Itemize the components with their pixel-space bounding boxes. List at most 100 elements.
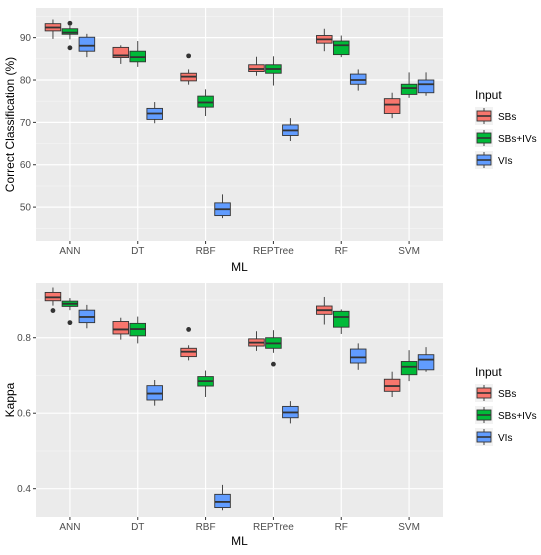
outlier-point [186, 327, 192, 332]
legend-label-sbs: SBs [498, 112, 516, 123]
legend-key-sbs-ivs [475, 406, 493, 424]
box-ann-vis [78, 33, 96, 58]
box-ann-sbs-ivs [61, 20, 79, 51]
y-tick-label: 90 [20, 33, 32, 44]
plot-background [36, 283, 443, 517]
outlier-point [67, 320, 73, 326]
legend-key-sbs [475, 107, 493, 125]
box-body [112, 46, 130, 59]
box-reptree-sbs [248, 56, 265, 76]
box-dt-sbs-ivs [129, 41, 147, 67]
box-reptree-sbs [248, 331, 265, 351]
box-rf-sbs-ivs [332, 35, 350, 58]
box-body [214, 493, 231, 509]
legend-key-vis [475, 428, 493, 446]
chart-panel-correct-classification: 50 60 70 80 90 ANN DT RBF REPTree RF SVM Correct Cl… [3, 8, 537, 274]
x-axis-title: ML [231, 534, 248, 548]
box-dt-vis [146, 379, 163, 406]
box-dt-sbs [112, 45, 130, 64]
legend-label-vis: VIs [498, 156, 512, 167]
box-svm-sbs [383, 92, 401, 119]
legend-label-vis: VIs [498, 433, 512, 444]
box-body [383, 98, 401, 114]
box-rf-vis [349, 69, 367, 91]
y-tick-label: 60 [20, 160, 32, 171]
box-rf-sbs-ivs [332, 309, 350, 334]
legend-title: Input [475, 365, 502, 379]
legend-title: Input [475, 88, 502, 102]
legend-key-vis [475, 151, 493, 169]
box-body [400, 83, 418, 95]
x-tick-label-rbf: RBF [196, 522, 216, 533]
legend-label-sbs-ivs: SBs+IVs [498, 134, 537, 145]
box-rbf-sbs-ivs [197, 370, 214, 397]
box-reptree-sbs-ivs [265, 56, 282, 86]
plot-background [36, 8, 443, 241]
box-reptree-sbs-ivs [265, 330, 282, 367]
outlier-point [67, 45, 73, 51]
y-axis-title: Correct Classification (%) [3, 57, 17, 192]
x-tick-label-dt: DT [131, 246, 144, 257]
outlier-point [67, 20, 73, 26]
legend-label-sbs: SBs [498, 389, 516, 400]
box-body [417, 79, 435, 94]
y-tick-label: 0.6 [17, 409, 31, 420]
y-axis-title: Kappa [3, 382, 17, 417]
y-tick-label: 80 [20, 76, 32, 87]
box-body [349, 348, 367, 364]
box-rbf-sbs [180, 53, 197, 85]
y-tick-label: 70 [20, 118, 32, 129]
outlier-point [186, 53, 192, 59]
box-rf-sbs [316, 296, 333, 325]
x-tick-label-rf: RF [335, 522, 348, 533]
box-dt-vis [146, 102, 163, 124]
box-svm-sbs-ivs [400, 72, 418, 98]
box-body [332, 310, 350, 328]
box-rf-sbs [316, 28, 333, 52]
box-ann-vis [78, 304, 96, 329]
box-ann-sbs [44, 19, 62, 39]
legend-key-sbs [475, 384, 493, 402]
y-tick-label: 0.8 [17, 333, 31, 344]
box-dt-sbs [112, 317, 130, 340]
box-rf-vis [349, 343, 367, 370]
box-body [400, 361, 418, 376]
box-dt-sbs-ivs [129, 316, 147, 344]
box-body [112, 321, 130, 335]
box-rbf-vis [214, 484, 231, 511]
x-tick-label-ann: ANN [59, 522, 80, 533]
y-tick-label: 50 [20, 203, 32, 214]
box-svm-vis [417, 72, 435, 96]
box-svm-sbs [383, 371, 401, 397]
box-reptree-vis [282, 118, 299, 142]
legend: Input SBs SBs+IVs VIs [475, 365, 537, 446]
x-tick-label-reptree: REPTree [253, 522, 294, 533]
box-body [61, 28, 79, 35]
box-body [78, 36, 96, 52]
x-axis-title: ML [231, 260, 248, 274]
box-rbf-sbs [180, 327, 197, 361]
outlier-point [271, 361, 276, 367]
box-svm-vis [417, 347, 435, 372]
box-rbf-sbs-ivs [197, 89, 214, 117]
chart-panel-kappa: 0.4 0.6 0.8 ANN DT RBF REPTree RF SVM Kappa ML Inpu… [3, 283, 537, 548]
box-svm-sbs-ivs [400, 350, 418, 382]
x-tick-label-svm: SVM [398, 522, 420, 533]
legend-label-sbs-ivs: SBs+IVs [498, 411, 537, 422]
x-tick-label-rf: RF [335, 246, 348, 257]
x-tick-label-dt: DT [131, 522, 144, 533]
x-tick-label-svm: SVM [398, 246, 420, 257]
box-ann-sbs [44, 287, 62, 313]
x-tick-label-ann: ANN [59, 246, 80, 257]
legend: Input SBs SBs+IVs VIs [475, 88, 537, 169]
y-tick-label: 0.4 [17, 484, 31, 495]
box-body [417, 354, 435, 371]
outlier-point [50, 308, 56, 313]
box-body [332, 40, 350, 56]
x-tick-label-rbf: RBF [196, 246, 216, 257]
legend-key-sbs-ivs [475, 129, 493, 147]
box-ann-sbs-ivs [61, 298, 79, 326]
box-rbf-vis [214, 194, 231, 219]
